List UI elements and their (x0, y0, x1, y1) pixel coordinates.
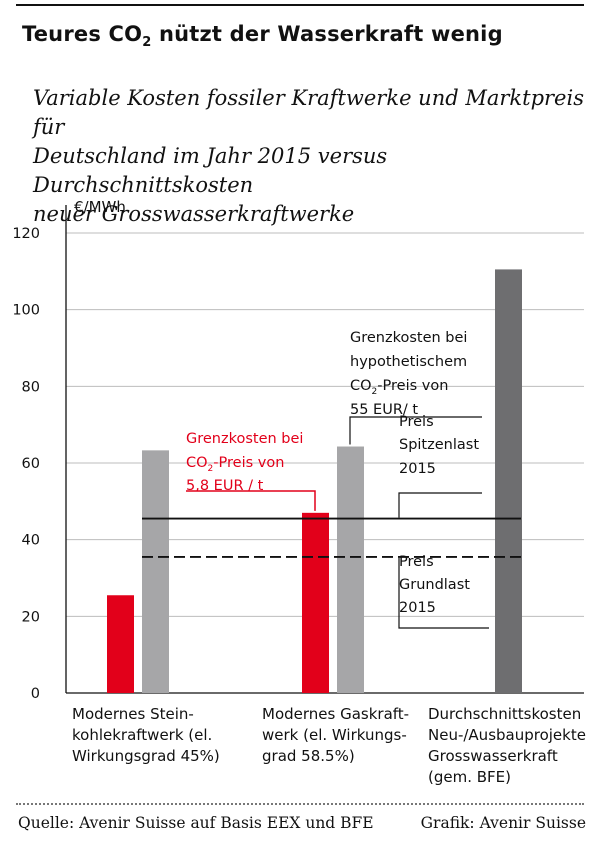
bar (495, 269, 522, 693)
gray-annotation-text: hypothetischem (350, 354, 467, 370)
base-price-label: Preis (399, 554, 434, 570)
category-label: Grosswasserkraft (428, 747, 558, 765)
category-label: grad 58.5%) (262, 747, 355, 765)
gray-annotation-text: Grenzkosten bei (350, 330, 467, 346)
y-tick-label: 0 (31, 686, 40, 702)
y-tick-label: 20 (22, 609, 40, 625)
top-rule (16, 4, 584, 6)
category-label: kohlekraftwerk (el. (72, 726, 212, 744)
category-label: Modernes Gaskraft- (262, 705, 409, 723)
chart-title: Teures CO2 nützt der Wasserkraft wenig (22, 22, 503, 50)
peak-price-label: Preis (399, 414, 434, 430)
y-tick-label: 60 (22, 456, 40, 472)
bar (142, 450, 169, 693)
category-label: werk (el. Wirkungs- (262, 726, 407, 744)
bar (107, 595, 134, 693)
red-annotation-text: Grenzkosten bei (186, 431, 303, 447)
peak-price-leader (398, 492, 482, 518)
subtitle-line: Variable Kosten fossiler Kraftwerke und … (33, 86, 584, 139)
category-label: Durchschnittskosten (428, 705, 581, 723)
chart-subtitle: Variable Kosten fossiler Kraftwerke und … (33, 84, 593, 229)
category-label: Neu-/Ausbauprojekte (428, 726, 586, 744)
source-note: Quelle: Avenir Suisse auf Basis EEX und … (18, 814, 374, 832)
y-tick-label: 120 (12, 226, 40, 242)
y-tick-label: 100 (12, 303, 40, 319)
y-axis-unit-label: €/MWh (74, 198, 126, 216)
base-price-label: 2015 (399, 600, 436, 616)
base-price-label: Grundlast (399, 577, 470, 593)
y-tick-label: 40 (22, 533, 40, 549)
gray-annotation-text: 55 EUR/ t (350, 402, 418, 418)
bar-chart: 0 20 40 60 80 100 120 €/MWh Grenzkosten bei CO2-P… (12, 198, 586, 786)
category-label: (gem. BFE) (428, 768, 511, 786)
peak-price-label: Spitzenlast (399, 437, 479, 453)
subtitle-line: Deutschland im Jahr 2015 versus Durchsch… (33, 144, 388, 197)
category-label: Modernes Stein- (72, 705, 194, 723)
red-annotation-text: 5,8 EUR / t (186, 478, 264, 494)
red-annotation-leader (186, 490, 316, 511)
category-label: Wirkungsgrad 45%) (72, 747, 220, 765)
bar (302, 512, 329, 693)
bar (337, 446, 364, 693)
peak-price-label: 2015 (399, 461, 436, 477)
footer-rule (16, 803, 584, 805)
subtitle-line: neuer Grosswasserkraftwerke (33, 202, 355, 226)
credit-note: Grafik: Avenir Suisse (420, 814, 586, 832)
base-price-leader (398, 557, 489, 629)
gray-annotation-leader (349, 416, 482, 445)
red-annotation-text: CO2-Preis von (186, 455, 284, 474)
gray-annotation-text: CO2-Preis von (350, 378, 448, 397)
y-tick-label: 80 (22, 379, 40, 395)
